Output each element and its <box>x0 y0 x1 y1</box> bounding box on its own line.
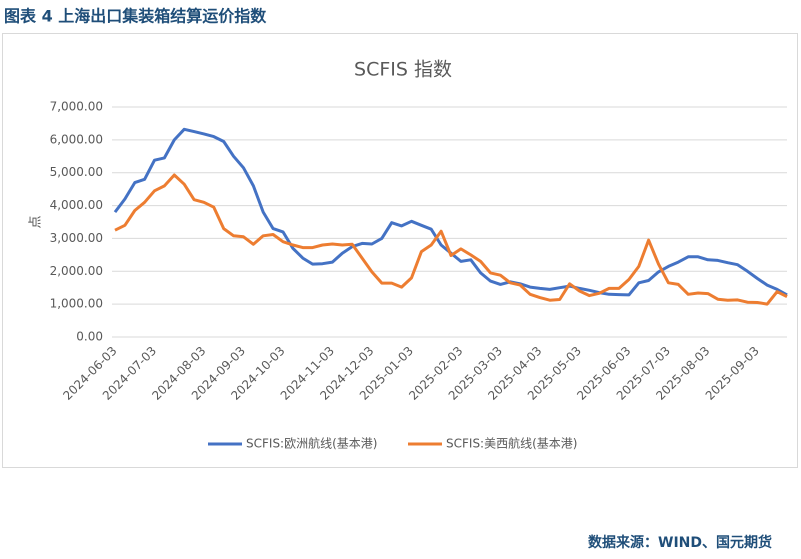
chart-title: SCFIS 指数 <box>354 59 452 81</box>
page-title: 图表 4 上海出口集装箱结算运价指数 <box>4 7 267 26</box>
y-tick-label: 4,000.00 <box>50 198 103 212</box>
chart-frame <box>2 33 798 468</box>
x-tick-label: 2025-09-03 <box>703 344 762 403</box>
y-tick-label: 6,000.00 <box>50 132 103 146</box>
series-line <box>114 173 788 306</box>
y-tick-label: 1,000.00 <box>50 297 103 311</box>
y-tick-label: 7,000.00 <box>50 100 103 114</box>
y-axis-label: 点 <box>29 215 44 228</box>
y-tick-label: 0.00 <box>76 330 103 344</box>
y-tick-label: 5,000.00 <box>50 165 103 179</box>
y-tick-label: 2,000.00 <box>50 264 103 278</box>
legend-label: SCFIS:美西航线(基本港) <box>446 436 577 451</box>
y-tick-label: 3,000.00 <box>50 231 103 245</box>
source: 数据来源：WIND、国元期货 <box>588 534 772 551</box>
legend-label: SCFIS:欧洲航线(基本港) <box>246 436 377 451</box>
